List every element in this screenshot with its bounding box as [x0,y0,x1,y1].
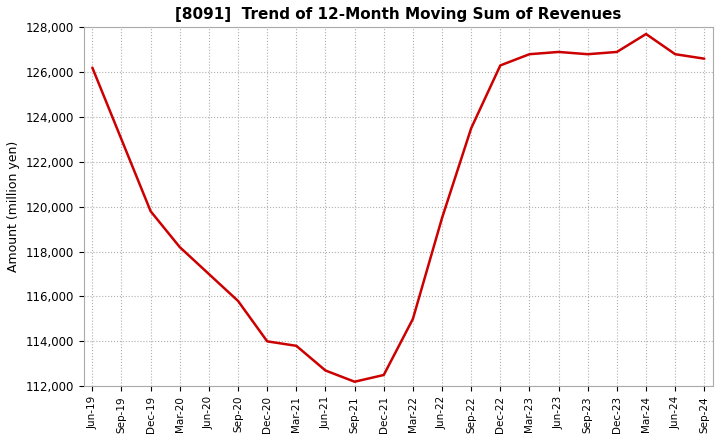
Title: [8091]  Trend of 12-Month Moving Sum of Revenues: [8091] Trend of 12-Month Moving Sum of R… [175,7,621,22]
Y-axis label: Amount (million yen): Amount (million yen) [7,141,20,272]
